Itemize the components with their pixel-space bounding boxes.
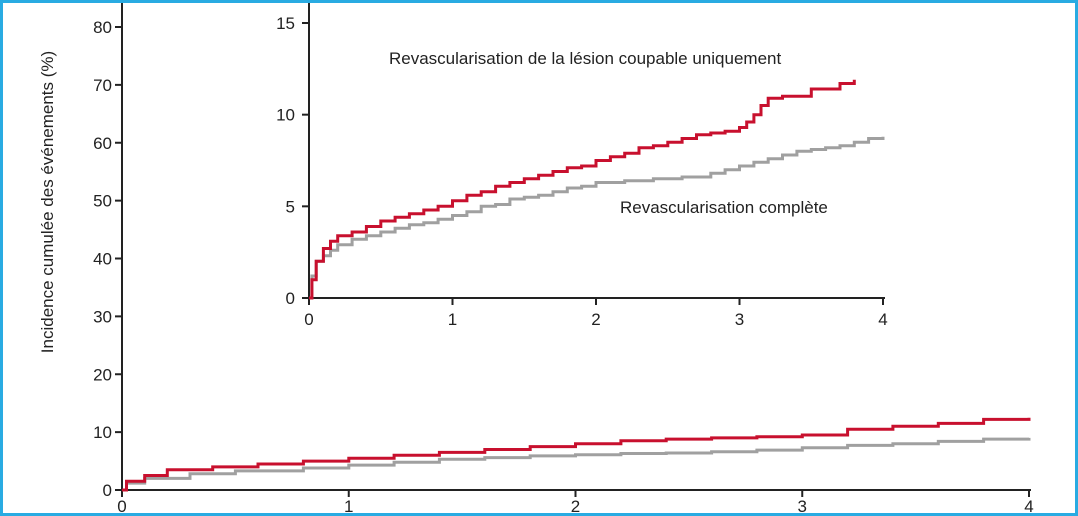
inset-series-red-line bbox=[309, 79, 856, 300]
main-series-grey-line bbox=[122, 437, 1031, 492]
main-y-tick-label: 70 bbox=[93, 76, 112, 95]
inset-x-tick-label: 4 bbox=[878, 310, 887, 329]
main-y-tick-label: 20 bbox=[93, 365, 112, 384]
inset-x-tick-label: 0 bbox=[304, 310, 313, 329]
inset-y-tick-label: 15 bbox=[276, 14, 295, 33]
inset-x-tick-label: 3 bbox=[735, 310, 744, 329]
main-x-tick-label: 3 bbox=[798, 497, 807, 513]
chart-svg: Incidence cumulée des événements (%) Rev… bbox=[38, 3, 1034, 513]
annotation-complete: Revascularisation complète bbox=[620, 198, 828, 217]
main-y-tick-label: 40 bbox=[93, 250, 112, 269]
main-y-tick-label: 10 bbox=[93, 423, 112, 442]
main-x-tick-label: 4 bbox=[1024, 497, 1033, 513]
main-y-tick-label: 30 bbox=[93, 307, 112, 326]
main-y-tick-label: 0 bbox=[103, 481, 112, 500]
inset-x-tick-label: 2 bbox=[591, 310, 600, 329]
main-series-red-line bbox=[122, 417, 1031, 492]
inset-y-tick-label: 5 bbox=[286, 197, 295, 216]
main-x-tick-label: 2 bbox=[571, 497, 580, 513]
main-y-tick-label: 60 bbox=[93, 134, 112, 153]
main-y-tick-label: 50 bbox=[93, 192, 112, 211]
inset-series-grey-line bbox=[309, 136, 885, 300]
annotation-culprit-only: Revascularisation de la lésion coupable … bbox=[389, 49, 781, 68]
main-x-tick-label: 1 bbox=[344, 497, 353, 513]
inset-y-tick-label: 0 bbox=[286, 289, 295, 308]
main-x-tick-label: 0 bbox=[117, 497, 126, 513]
main-y-axis-label: Incidence cumulée des événements (%) bbox=[38, 51, 57, 353]
main-y-tick-label: 80 bbox=[93, 18, 112, 37]
inset-x-tick-label: 1 bbox=[448, 310, 457, 329]
inset-y-tick-label: 10 bbox=[276, 106, 295, 125]
